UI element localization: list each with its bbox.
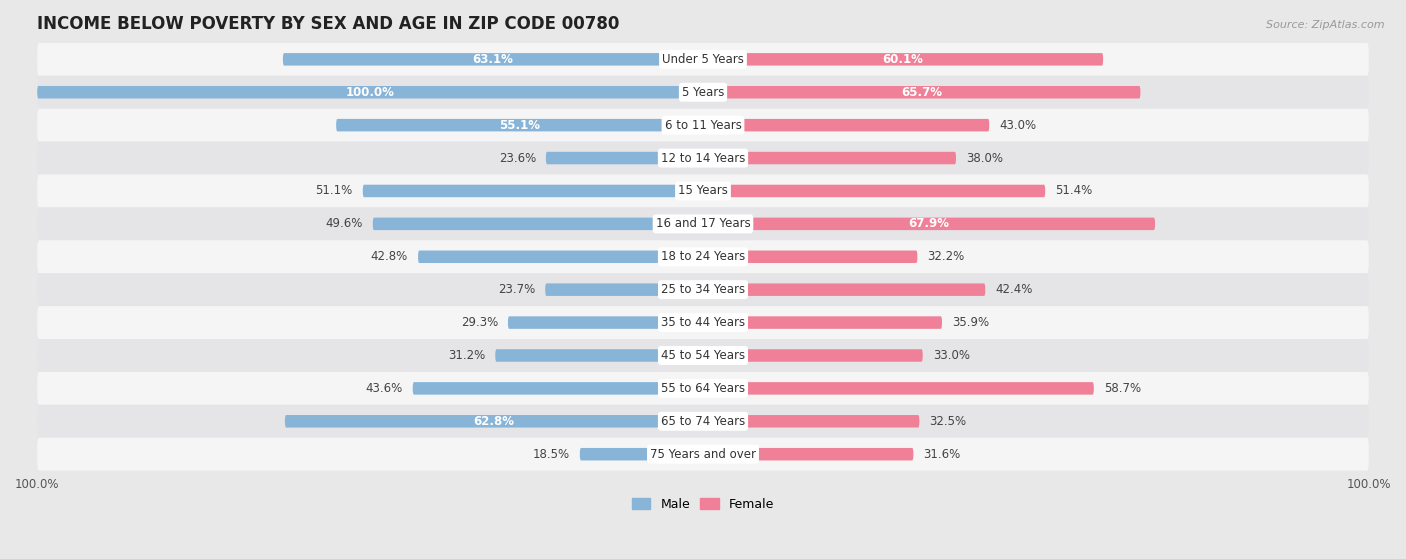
Text: 43.0%: 43.0% bbox=[1000, 119, 1036, 132]
Text: 51.1%: 51.1% bbox=[315, 184, 353, 197]
FancyBboxPatch shape bbox=[413, 382, 703, 395]
Text: 38.0%: 38.0% bbox=[966, 151, 1002, 164]
Text: 32.2%: 32.2% bbox=[928, 250, 965, 263]
Text: 31.6%: 31.6% bbox=[924, 448, 960, 461]
Text: 16 and 17 Years: 16 and 17 Years bbox=[655, 217, 751, 230]
FancyBboxPatch shape bbox=[37, 86, 703, 98]
FancyBboxPatch shape bbox=[703, 448, 914, 461]
Text: Source: ZipAtlas.com: Source: ZipAtlas.com bbox=[1267, 20, 1385, 30]
Text: 65 to 74 Years: 65 to 74 Years bbox=[661, 415, 745, 428]
Text: 25 to 34 Years: 25 to 34 Years bbox=[661, 283, 745, 296]
FancyBboxPatch shape bbox=[373, 217, 703, 230]
FancyBboxPatch shape bbox=[37, 273, 1369, 306]
Text: 12 to 14 Years: 12 to 14 Years bbox=[661, 151, 745, 164]
FancyBboxPatch shape bbox=[703, 184, 1045, 197]
FancyBboxPatch shape bbox=[703, 152, 956, 164]
FancyBboxPatch shape bbox=[285, 415, 703, 428]
FancyBboxPatch shape bbox=[703, 382, 1094, 395]
FancyBboxPatch shape bbox=[703, 316, 942, 329]
FancyBboxPatch shape bbox=[37, 76, 1369, 108]
FancyBboxPatch shape bbox=[703, 86, 1140, 98]
Text: 55 to 64 Years: 55 to 64 Years bbox=[661, 382, 745, 395]
FancyBboxPatch shape bbox=[37, 174, 1369, 207]
FancyBboxPatch shape bbox=[37, 306, 1369, 339]
Text: 55.1%: 55.1% bbox=[499, 119, 540, 132]
FancyBboxPatch shape bbox=[495, 349, 703, 362]
FancyBboxPatch shape bbox=[37, 141, 1369, 174]
FancyBboxPatch shape bbox=[546, 152, 703, 164]
Text: 5 Years: 5 Years bbox=[682, 86, 724, 99]
Text: 100.0%: 100.0% bbox=[346, 86, 395, 99]
Text: 45 to 54 Years: 45 to 54 Years bbox=[661, 349, 745, 362]
Text: 65.7%: 65.7% bbox=[901, 86, 942, 99]
Text: 42.4%: 42.4% bbox=[995, 283, 1032, 296]
Text: 18.5%: 18.5% bbox=[533, 448, 569, 461]
Text: 15 Years: 15 Years bbox=[678, 184, 728, 197]
Text: 23.7%: 23.7% bbox=[498, 283, 536, 296]
FancyBboxPatch shape bbox=[703, 119, 990, 131]
FancyBboxPatch shape bbox=[37, 240, 1369, 273]
FancyBboxPatch shape bbox=[508, 316, 703, 329]
FancyBboxPatch shape bbox=[703, 283, 986, 296]
Text: Under 5 Years: Under 5 Years bbox=[662, 53, 744, 66]
FancyBboxPatch shape bbox=[37, 438, 1369, 471]
FancyBboxPatch shape bbox=[703, 250, 917, 263]
Text: 29.3%: 29.3% bbox=[461, 316, 498, 329]
Text: 33.0%: 33.0% bbox=[932, 349, 970, 362]
Text: 60.1%: 60.1% bbox=[883, 53, 924, 66]
FancyBboxPatch shape bbox=[283, 53, 703, 65]
Text: 62.8%: 62.8% bbox=[474, 415, 515, 428]
FancyBboxPatch shape bbox=[37, 108, 1369, 141]
FancyBboxPatch shape bbox=[579, 448, 703, 461]
FancyBboxPatch shape bbox=[37, 405, 1369, 438]
FancyBboxPatch shape bbox=[336, 119, 703, 131]
FancyBboxPatch shape bbox=[703, 217, 1156, 230]
Text: 58.7%: 58.7% bbox=[1104, 382, 1140, 395]
FancyBboxPatch shape bbox=[37, 207, 1369, 240]
Legend: Male, Female: Male, Female bbox=[627, 492, 779, 516]
Text: 35 to 44 Years: 35 to 44 Years bbox=[661, 316, 745, 329]
Text: 75 Years and over: 75 Years and over bbox=[650, 448, 756, 461]
Text: 51.4%: 51.4% bbox=[1054, 184, 1092, 197]
Text: 32.5%: 32.5% bbox=[929, 415, 966, 428]
Text: 6 to 11 Years: 6 to 11 Years bbox=[665, 119, 741, 132]
FancyBboxPatch shape bbox=[703, 53, 1104, 65]
FancyBboxPatch shape bbox=[418, 250, 703, 263]
Text: 43.6%: 43.6% bbox=[366, 382, 402, 395]
FancyBboxPatch shape bbox=[703, 349, 922, 362]
Text: 67.9%: 67.9% bbox=[908, 217, 949, 230]
Text: INCOME BELOW POVERTY BY SEX AND AGE IN ZIP CODE 00780: INCOME BELOW POVERTY BY SEX AND AGE IN Z… bbox=[37, 15, 620, 33]
FancyBboxPatch shape bbox=[37, 339, 1369, 372]
FancyBboxPatch shape bbox=[363, 184, 703, 197]
Text: 49.6%: 49.6% bbox=[325, 217, 363, 230]
FancyBboxPatch shape bbox=[37, 372, 1369, 405]
Text: 42.8%: 42.8% bbox=[371, 250, 408, 263]
Text: 31.2%: 31.2% bbox=[449, 349, 485, 362]
Text: 23.6%: 23.6% bbox=[499, 151, 536, 164]
FancyBboxPatch shape bbox=[37, 43, 1369, 76]
Text: 18 to 24 Years: 18 to 24 Years bbox=[661, 250, 745, 263]
FancyBboxPatch shape bbox=[703, 415, 920, 428]
FancyBboxPatch shape bbox=[546, 283, 703, 296]
Text: 35.9%: 35.9% bbox=[952, 316, 988, 329]
Text: 63.1%: 63.1% bbox=[472, 53, 513, 66]
